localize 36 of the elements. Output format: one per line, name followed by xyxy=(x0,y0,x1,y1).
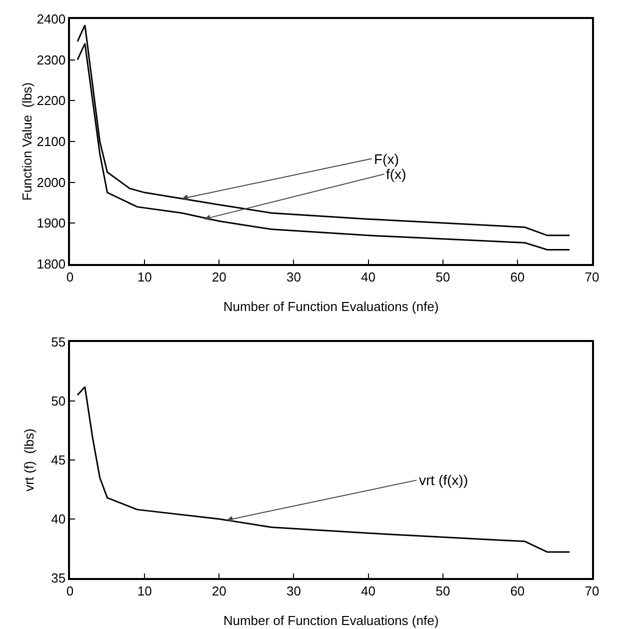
x-axis-title: Number of Function Evaluations (nfe) xyxy=(223,613,439,628)
x-tick-label: 60 xyxy=(510,583,525,598)
y-tick-label: 40 xyxy=(51,512,66,527)
y-tick-label: 35 xyxy=(51,570,66,586)
x-tick-label: 20 xyxy=(212,269,226,284)
x-tick-label: 50 xyxy=(436,269,450,284)
y-tick-label: 55 xyxy=(51,334,66,350)
line-series xyxy=(76,386,570,553)
x-tick-label: 10 xyxy=(137,583,152,598)
y-tick-label: 2000 xyxy=(36,174,66,190)
y-axis-title: vrt (f) (lbs) xyxy=(22,428,36,492)
y-tick-label: 2100 xyxy=(36,134,66,150)
y-tick-label: 1900 xyxy=(36,216,66,231)
x-tick-label: 70 xyxy=(584,583,600,598)
y-tick-label: 2200 xyxy=(36,93,66,108)
y-tick-label: 1800 xyxy=(36,256,66,272)
x-axis-title: Number of Function Evaluations (nfe) xyxy=(223,299,439,314)
x-tick-label: 30 xyxy=(286,583,301,598)
x-tick-label: 0 xyxy=(66,583,74,598)
y-tick-label: 45 xyxy=(51,452,66,468)
x-tick-label: 60 xyxy=(510,269,525,284)
y-tick-label: 50 xyxy=(51,394,66,409)
x-tick-label: 0 xyxy=(66,269,74,284)
annotation: f(x) xyxy=(386,166,406,182)
x-tick-label: 30 xyxy=(286,269,301,284)
y-tick-label: 2300 xyxy=(36,52,66,68)
y-tick-label: 2400 xyxy=(36,12,66,27)
annotation: vrt (f(x)) xyxy=(419,472,468,488)
x-tick-label: 70 xyxy=(584,269,600,284)
x-tick-label: 50 xyxy=(436,583,450,598)
x-tick-label: 20 xyxy=(212,583,226,598)
x-tick-label: 40 xyxy=(361,269,376,284)
x-tick-label: 40 xyxy=(361,583,376,598)
y-axis-title: Function Value (lbs) xyxy=(20,82,35,201)
x-tick-label: 10 xyxy=(137,269,152,284)
annotation: F(x) xyxy=(374,151,399,167)
